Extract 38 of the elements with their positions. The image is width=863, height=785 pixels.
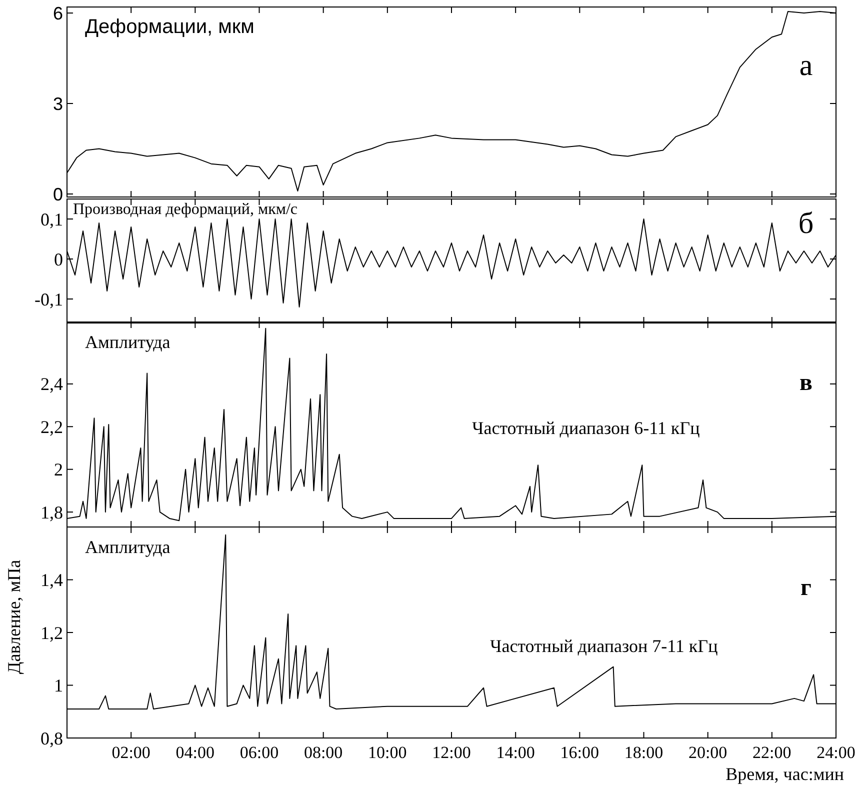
x-tick-label: 02:00 [112,743,150,762]
x-axis-title: Время, час:мин [726,764,844,784]
text: Деформации, мкм [85,16,254,38]
x-tick-label: 16:00 [560,743,600,762]
text: Амплитуда [85,537,170,557]
y-tick-label: 3 [52,94,63,114]
x-tick-label: 18:00 [624,743,664,762]
text: Амплитуда [85,332,170,352]
x-tick-label: 06:00 [240,743,279,762]
y-tick-label: 0,1 [40,209,63,230]
y-axis-title: Давление, мПа [4,560,24,674]
chart-title: Производная деформаций, мкм/с [73,201,298,218]
x-tick-label: 12:00 [432,743,471,762]
y-tick-label: 0 [54,249,63,270]
y-tick-label: 2,2 [40,416,63,437]
x-tick-label: 14:00 [496,743,535,762]
y-tick-label: 2,4 [40,374,63,394]
annotation: Частотный диапазон 7-11 кГц [490,636,718,656]
annotation: г [800,575,812,601]
x-tick-label: 10:00 [368,743,407,762]
y-tick-label: -0,1 [34,289,63,310]
y-tick-label: 2 [54,460,63,480]
y-tick-label: 1,8 [40,502,63,522]
annotation: а [799,49,813,82]
x-tick-label: 24:00 [816,743,856,762]
annotation: Частотный диапазон 6-11 кГц [472,418,700,438]
y-tick-label: 1,2 [40,622,63,643]
x-tick-label: 08:00 [304,743,343,762]
y-tick-label: 6 [52,3,63,24]
x-tick-label: 04:00 [176,743,215,762]
x-tick-label: 20:00 [688,743,728,762]
annotation: в [800,370,813,396]
x-tick-label: 22:00 [752,743,792,762]
annotation: б [798,207,814,240]
y-tick-label: 1 [54,676,63,696]
y-tick-label: 0,8 [40,728,63,748]
y-tick-label: 0 [52,184,63,204]
y-tick-label: 1,4 [40,570,63,590]
